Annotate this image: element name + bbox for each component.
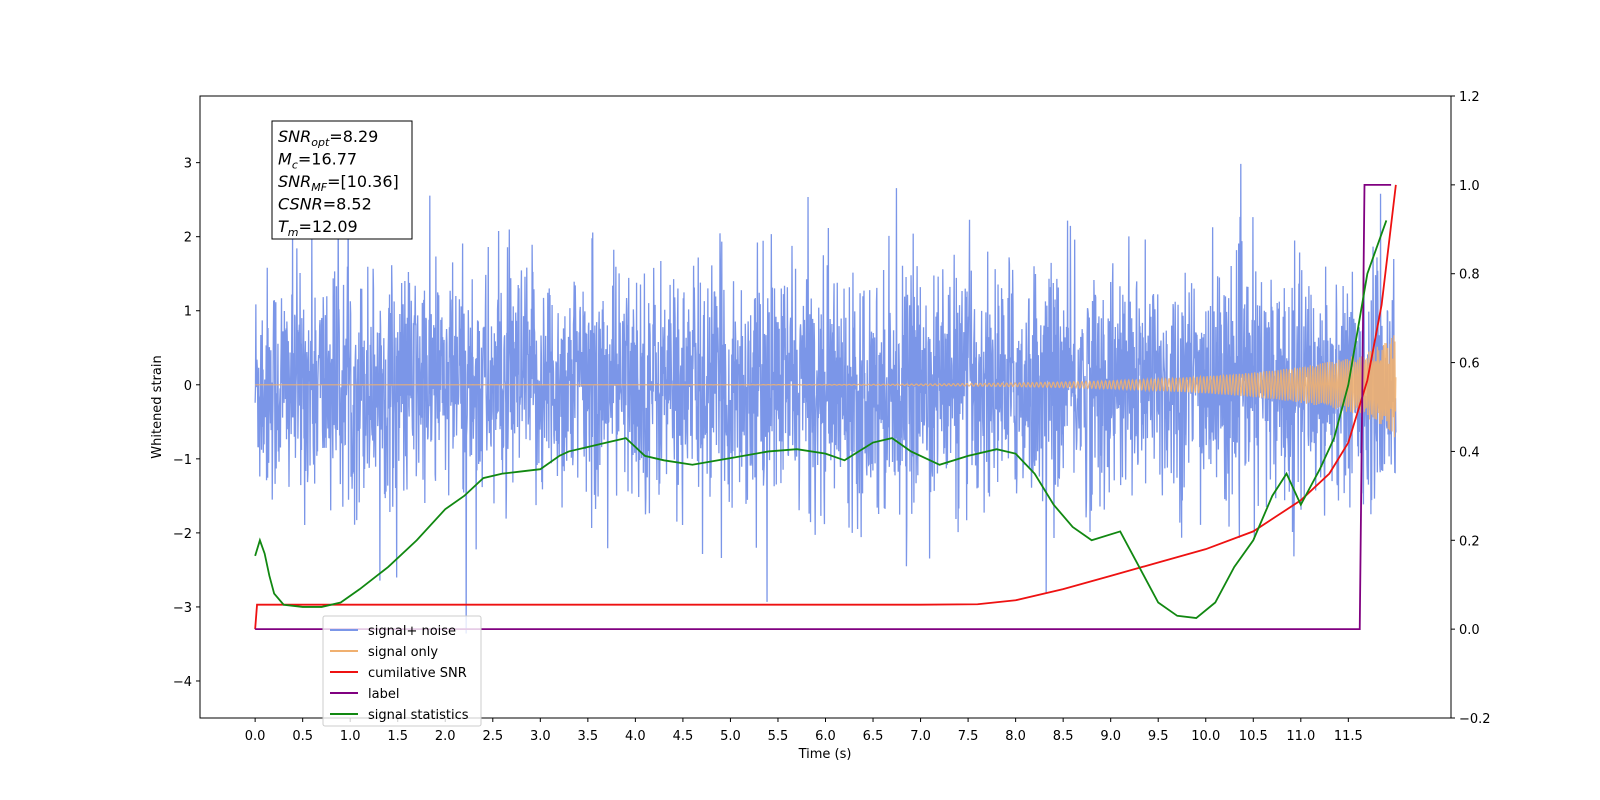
- y2-tick-label: 0.8: [1459, 268, 1480, 283]
- annotation-line: CSNR=8.52: [278, 195, 372, 214]
- x-tick-label: 3.5: [578, 729, 599, 744]
- x-tick-label: 8.5: [1053, 729, 1074, 744]
- x-tick-label: 2.5: [482, 729, 503, 744]
- y-tick-label: 3: [184, 157, 192, 172]
- series-cumilative-snr: [254, 184, 1397, 630]
- x-tick-label: 7.5: [958, 729, 979, 744]
- x-tick-label: 5.5: [768, 729, 789, 744]
- x-tick-label: 6.0: [815, 729, 836, 744]
- annotation-line: Tm=12.09: [278, 217, 358, 239]
- y2-tick-label: 0.0: [1459, 623, 1480, 638]
- x-tick-label: 9.0: [1100, 729, 1121, 744]
- x-tick-label: 1.0: [340, 729, 361, 744]
- y2-tick-label: 0.4: [1459, 445, 1480, 460]
- y2-tick-label: 1.0: [1459, 179, 1480, 194]
- x-tick-label: 0.0: [245, 729, 266, 744]
- y-tick-label: 2: [184, 231, 192, 246]
- x-tick-label: 9.5: [1148, 729, 1169, 744]
- legend-label: label: [368, 687, 399, 702]
- x-tick-label: 4.0: [625, 729, 646, 744]
- x-tick-label: 7.0: [910, 729, 931, 744]
- x-tick-label: 6.5: [863, 729, 884, 744]
- x-tick-label: 0.5: [292, 729, 313, 744]
- annotation-line: SNRMF=[10.36]: [278, 172, 399, 194]
- x-tick-label: 10.0: [1191, 729, 1220, 744]
- y2-tick-label: 1.2: [1459, 90, 1480, 105]
- x-tick-label: 1.5: [387, 729, 408, 744]
- series-signal-statistics: [254, 220, 1388, 619]
- x-tick-label: 2.0: [435, 729, 456, 744]
- series-signal-noise: [254, 163, 1397, 634]
- x-tick-label: 4.5: [673, 729, 694, 744]
- y-tick-label: −4: [173, 675, 192, 690]
- x-tick-label: 8.0: [1005, 729, 1026, 744]
- series-layer: [254, 163, 1397, 634]
- y-axis-right: 1.2 1.0 0.8 0.6 0.4 0.2 0.0 −0.2: [1451, 90, 1491, 727]
- legend-label: signal statistics: [368, 708, 469, 723]
- x-axis-label: Time (s): [798, 747, 852, 762]
- x-tick-label: 11.0: [1286, 729, 1315, 744]
- y-tick-label: −1: [173, 453, 192, 468]
- legend-label: signal+ noise: [368, 624, 456, 639]
- y-tick-label: 0: [184, 379, 192, 394]
- y-axis-left: 3 2 1 0 −1 −2 −3 −4: [173, 157, 200, 690]
- y2-tick-label: −0.2: [1459, 712, 1491, 727]
- series-label: [255, 183, 1392, 631]
- y2-tick-label: 0.6: [1459, 357, 1480, 372]
- legend-label: cumilative SNR: [368, 666, 467, 681]
- x-tick-label: 5.0: [720, 729, 741, 744]
- y-tick-label: 1: [184, 305, 192, 320]
- x-tick-label: 10.5: [1239, 729, 1268, 744]
- annotation-box: SNRopt=8.29Mc=16.77SNRMF=[10.36]CSNR=8.5…: [271, 120, 413, 240]
- annotation-line: SNRopt=8.29: [278, 127, 378, 149]
- x-axis: 0.0 0.5 1.0 1.5 2.0 2.5 3.0 3.5 4.0 4.5 5.0 5.5 6.0 6…: [245, 718, 1363, 744]
- series-signal-only: [255, 335, 1397, 438]
- x-tick-label: 3.0: [530, 729, 551, 744]
- legend: signal+ noise signal only cumilative SNR la…: [322, 615, 482, 727]
- y-tick-label: −2: [173, 527, 192, 542]
- annotation-line: Mc=16.77: [278, 150, 357, 172]
- y-tick-label: −3: [173, 601, 192, 616]
- y2-tick-label: 0.2: [1459, 534, 1480, 549]
- y-axis-label: Whitened strain: [150, 355, 165, 458]
- legend-label: signal only: [368, 645, 438, 660]
- x-tick-label: 11.5: [1334, 729, 1363, 744]
